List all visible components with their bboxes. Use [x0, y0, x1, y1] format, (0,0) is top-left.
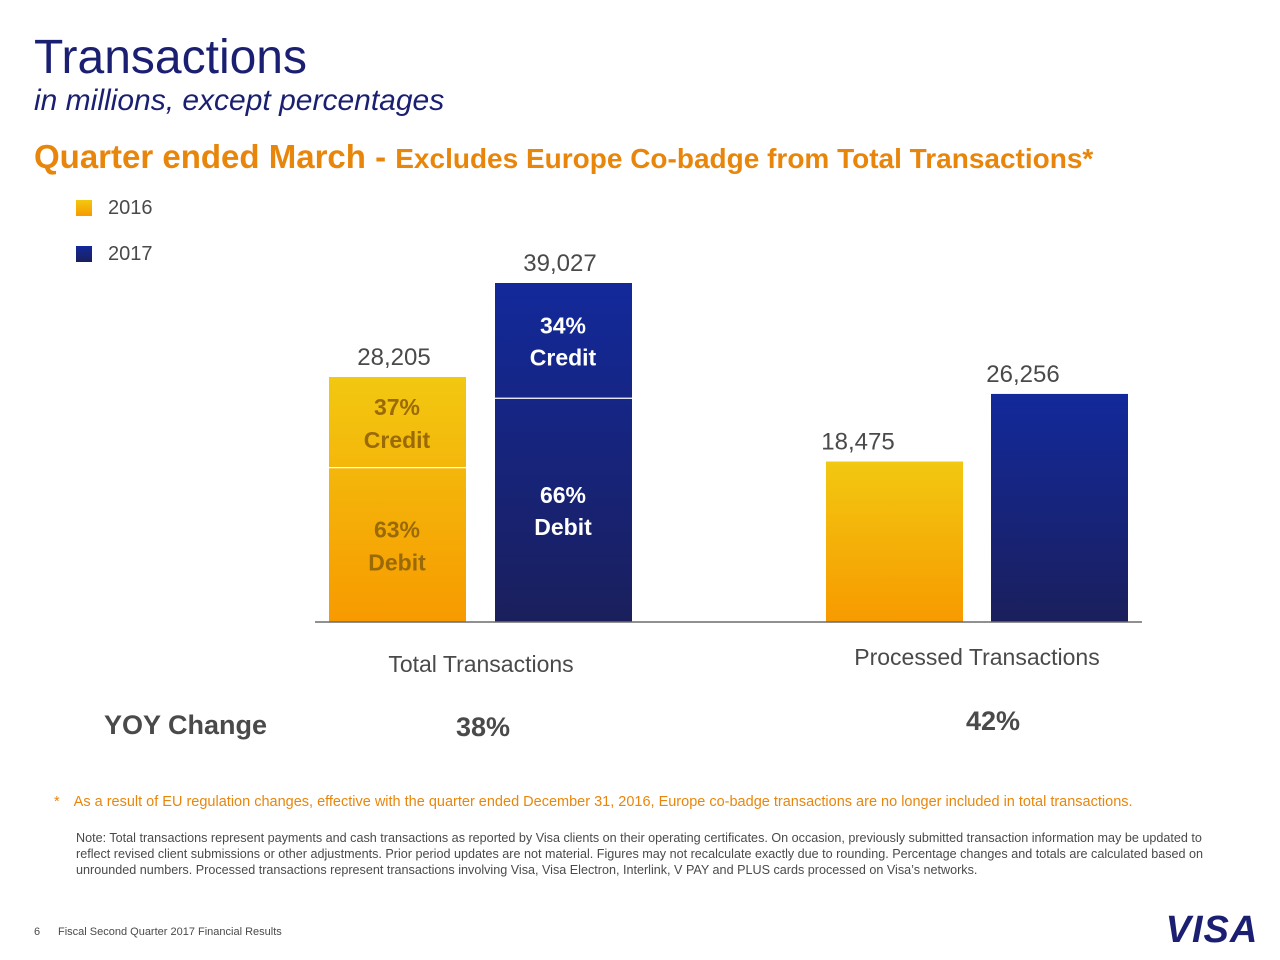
credit-pct-2017: 34% — [540, 313, 586, 339]
disclaimer-note: Note: Total transactions represent payme… — [76, 831, 1204, 877]
value-label-2016-0: 28,205 — [357, 344, 430, 371]
legend-label-2017: 2017 — [108, 242, 153, 265]
value-label-2017-1: 26,256 — [986, 361, 1059, 388]
page-title: Transactions — [34, 31, 307, 84]
debit-pct-2017: 66% — [540, 482, 586, 508]
page-number: 6 — [34, 926, 41, 938]
headline-note: Excludes Europe Co-badge from Total Tran… — [395, 143, 1094, 174]
value-label-2016-1: 18,475 — [821, 429, 894, 456]
footnote-text: As a result of EU regulation changes, ef… — [73, 794, 1133, 810]
page-subtitle: in millions, except percentages — [34, 84, 445, 117]
value-label-2017-0: 39,027 — [523, 250, 596, 277]
category-label-1: Processed Transactions — [854, 644, 1099, 670]
visa-logo: VISA — [1166, 910, 1259, 946]
footnote: * As a result of EU regulation changes, e… — [54, 794, 1133, 810]
debit-label-2016: Debit — [368, 549, 426, 575]
yoy-total-transactions: 38% — [456, 712, 511, 742]
debit-pct-2016: 63% — [374, 516, 420, 542]
bar-2017-0 — [495, 283, 632, 622]
category-label-0: Total Transactions — [388, 651, 573, 677]
bar-2017-1 — [991, 393, 1128, 622]
debit-label-2017: Debit — [534, 514, 592, 540]
yoy-processed-transactions: 42% — [966, 706, 1021, 736]
legend-label-2016: 2016 — [108, 196, 153, 219]
legend-item-2017: 2017 — [76, 242, 153, 266]
credit-label-2016: Credit — [364, 427, 431, 453]
headline-main: Quarter ended March - — [34, 138, 396, 175]
bar-2016-1 — [826, 461, 963, 622]
footnote-marker: * — [54, 794, 60, 810]
legend-swatch-2016 — [76, 200, 92, 216]
credit-pct-2016: 37% — [374, 394, 420, 420]
yoy-change-label: YOY Change — [104, 710, 268, 740]
svg-text:VISA: VISA — [1166, 910, 1259, 946]
legend-swatch-2017 — [76, 246, 92, 262]
credit-label-2017: Credit — [530, 345, 597, 371]
bar-2016-0 — [329, 377, 466, 622]
chart-headline: Quarter ended March - Excludes Europe Co… — [34, 138, 1093, 176]
footer-title: Fiscal Second Quarter 2017 Financial Res… — [58, 926, 282, 938]
legend-item-2016: 2016 — [76, 196, 153, 220]
